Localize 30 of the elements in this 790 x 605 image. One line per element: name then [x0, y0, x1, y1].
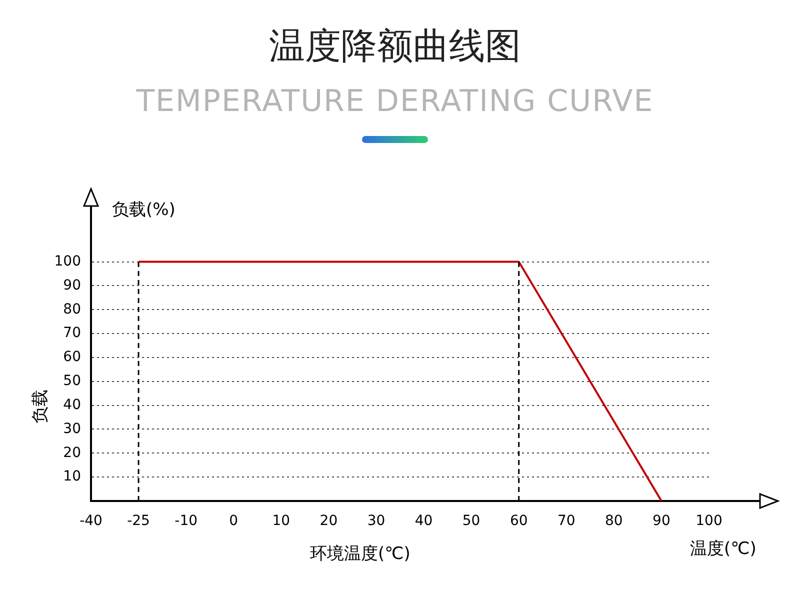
x-tick-label: 40 — [414, 513, 433, 530]
y-tick-label: 20 — [63, 444, 81, 461]
x-tick-label: -10 — [174, 513, 198, 530]
y-tick-label: 70 — [63, 325, 81, 342]
annotation: 负载(%) — [112, 199, 176, 221]
y-tick-label: 80 — [63, 301, 81, 318]
chart-subtitle: TEMPERATURE DERATING CURVE — [135, 84, 655, 119]
y-tick-label: 30 — [63, 420, 81, 437]
x-tick-label: 30 — [367, 513, 386, 530]
x-tick-label: 60 — [510, 513, 528, 530]
text: 温度(℃) — [690, 538, 756, 560]
x-tick-label: -25 — [127, 513, 150, 530]
y-tick-label: 50 — [63, 373, 81, 390]
x-tick-label: 50 — [462, 513, 480, 530]
x-tick-label: 70 — [557, 513, 576, 530]
y-axis-title: 负载 — [30, 388, 52, 426]
x-tick-label: 10 — [272, 513, 290, 530]
x-tick-label: -40 — [80, 513, 102, 530]
y-tick-label: 90 — [63, 277, 81, 294]
x-tick-label: 80 — [605, 513, 623, 530]
y-tick-label: 100 — [54, 253, 81, 270]
x-tick-label: 100 — [696, 513, 722, 530]
x-axis-title: 环境温度(℃) — [310, 543, 410, 565]
x-tick-label: 0 — [229, 513, 238, 530]
x-tick-label: 20 — [320, 513, 338, 530]
x-tick-label: 90 — [652, 513, 670, 530]
y-tick-label: 10 — [63, 468, 81, 485]
chart-title: 温度降额曲线图 — [268, 25, 522, 69]
y-tick-label: 60 — [63, 349, 81, 366]
y-tick-label: 40 — [63, 396, 81, 413]
